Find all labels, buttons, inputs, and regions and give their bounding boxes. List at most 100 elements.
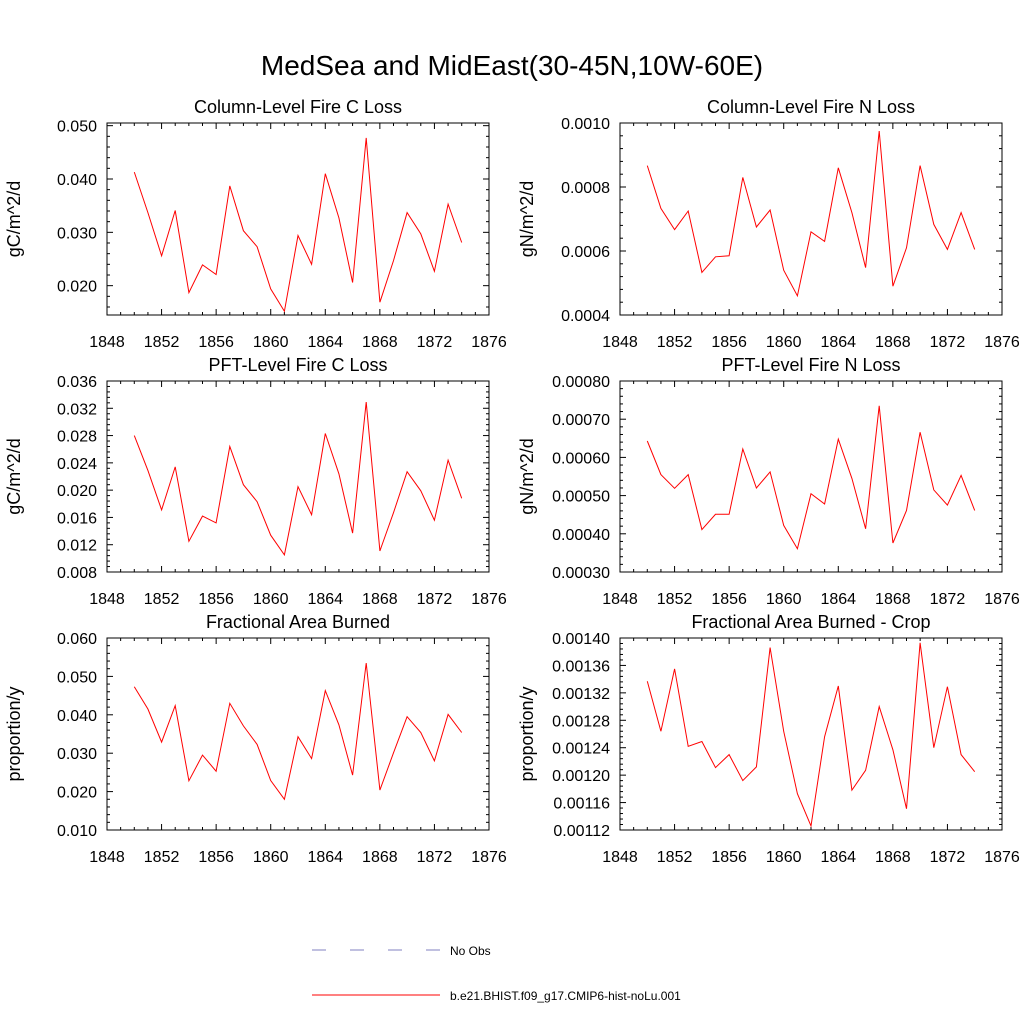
x-tick-label: 1848 <box>89 591 125 608</box>
panel-title: Fractional Area Burned <box>206 612 390 632</box>
y-tick-label: 0.050 <box>57 669 97 686</box>
y-tick-label: 0.010 <box>57 823 97 840</box>
x-tick-label: 1876 <box>984 334 1020 351</box>
y-tick-label: 0.0008 <box>561 180 610 197</box>
x-tick-label: 1848 <box>89 849 125 866</box>
y-tick-label: 0.020 <box>57 279 97 296</box>
x-tick-label: 1852 <box>144 334 180 351</box>
plot-frame <box>106 122 490 316</box>
y-tick-label: 0.016 <box>57 510 97 527</box>
y-tick-label: 0.00120 <box>552 768 610 785</box>
legend: No Obs b.e21.BHIST.f09_g17.CMIP6-hist-no… <box>312 944 681 1003</box>
x-tick-label: 1852 <box>657 591 693 608</box>
x-tick-label: 1872 <box>930 334 966 351</box>
series-line <box>646 642 976 828</box>
panel-title: PFT-Level Fire N Loss <box>721 355 900 375</box>
plot-frame <box>619 637 1003 831</box>
x-tick-label: 1864 <box>820 591 856 608</box>
y-axis-label: gN/m^2/d <box>517 181 537 257</box>
x-tick-label: 1864 <box>307 334 343 351</box>
x-tick-label: 1872 <box>417 334 453 351</box>
x-tick-label: 1864 <box>307 849 343 866</box>
y-tick-label: 0.040 <box>57 708 97 725</box>
x-tick-label: 1872 <box>930 849 966 866</box>
x-tick-label: 1856 <box>198 591 234 608</box>
plot-frame <box>106 380 490 573</box>
x-tick-label: 1852 <box>144 849 180 866</box>
y-tick-label: 0.00070 <box>552 412 610 429</box>
chart-panel-5: Fractional Area Burned proportion/y 1848 18… <box>4 612 507 866</box>
x-tick-label: 1848 <box>602 334 638 351</box>
legend-no-obs-label: No Obs <box>450 944 491 958</box>
chart-panels: Column-Level Fire C Loss gC/m^2/d 1848 1852… <box>4 97 1020 866</box>
x-tick-label: 1852 <box>144 591 180 608</box>
y-tick-label: 0.032 <box>57 401 97 418</box>
series-line <box>646 405 976 551</box>
chart-panel-3: PFT-Level Fire C Loss gC/m^2/d 1848 1852 185… <box>4 355 507 608</box>
y-tick-label: 0.00060 <box>552 450 610 467</box>
y-tick-label: 0.012 <box>57 538 97 555</box>
y-tick-label: 0.0004 <box>561 308 610 325</box>
x-tick-label: 1872 <box>417 591 453 608</box>
x-tick-label: 1868 <box>875 591 911 608</box>
y-axis-label: gC/m^2/d <box>4 438 24 514</box>
y-tick-label: 0.00128 <box>552 713 610 730</box>
x-tick-label: 1868 <box>362 334 398 351</box>
x-tick-label: 1856 <box>198 849 234 866</box>
y-tick-label: 0.030 <box>57 225 97 242</box>
y-tick-label: 0.060 <box>57 631 97 648</box>
y-tick-label: 0.040 <box>57 172 97 189</box>
x-tick-label: 1848 <box>89 334 125 351</box>
y-axis-label: proportion/y <box>517 686 537 781</box>
x-tick-label: 1868 <box>362 591 398 608</box>
y-tick-label: 0.00112 <box>553 823 610 840</box>
y-tick-label: 0.0010 <box>561 116 610 133</box>
series-line <box>133 662 463 801</box>
plot-frame <box>619 380 1003 573</box>
x-tick-label: 1852 <box>657 849 693 866</box>
x-tick-label: 1876 <box>984 591 1020 608</box>
series-line <box>646 130 976 298</box>
y-tick-label: 0.00124 <box>552 741 610 758</box>
x-tick-label: 1864 <box>820 334 856 351</box>
y-tick-label: 0.028 <box>57 429 97 446</box>
y-tick-label: 0.00050 <box>552 489 610 506</box>
legend-series-label: b.e21.BHIST.f09_g17.CMIP6-hist-noLu.001 <box>450 989 681 1003</box>
x-tick-label: 1860 <box>766 334 802 351</box>
x-tick-label: 1860 <box>253 334 289 351</box>
y-tick-label: 0.00030 <box>552 565 610 582</box>
panel-title: Column-Level Fire N Loss <box>707 97 915 117</box>
x-tick-label: 1856 <box>711 591 747 608</box>
series-line <box>133 402 463 557</box>
panel-title: PFT-Level Fire C Loss <box>208 355 387 375</box>
y-tick-label: 0.00136 <box>552 658 610 675</box>
chart-panel-6: Fractional Area Burned - Crop proportion/… <box>517 612 1020 866</box>
panel-title: Fractional Area Burned - Crop <box>691 612 930 632</box>
y-tick-label: 0.00116 <box>553 796 610 813</box>
y-tick-label: 0.00140 <box>552 631 610 648</box>
chart-panel-1: Column-Level Fire C Loss gC/m^2/d 1848 1852… <box>4 97 507 351</box>
y-tick-label: 0.0006 <box>561 244 610 261</box>
x-tick-label: 1856 <box>198 334 234 351</box>
x-tick-label: 1872 <box>930 591 966 608</box>
y-axis-label: gC/m^2/d <box>4 181 24 257</box>
chart-panel-4: PFT-Level Fire N Loss gN/m^2/d 1848 1852 185… <box>517 355 1020 608</box>
x-tick-label: 1848 <box>602 849 638 866</box>
x-tick-label: 1860 <box>253 591 289 608</box>
y-tick-label: 0.008 <box>57 565 97 582</box>
x-tick-label: 1864 <box>820 849 856 866</box>
x-tick-label: 1856 <box>711 849 747 866</box>
plot-frame <box>619 122 1003 316</box>
y-tick-label: 0.050 <box>57 119 97 136</box>
y-tick-label: 0.00080 <box>552 374 610 391</box>
x-tick-label: 1868 <box>875 334 911 351</box>
x-tick-label: 1860 <box>766 849 802 866</box>
x-tick-label: 1848 <box>602 591 638 608</box>
x-tick-label: 1868 <box>362 849 398 866</box>
x-tick-label: 1864 <box>307 591 343 608</box>
panel-title: Column-Level Fire C Loss <box>194 97 402 117</box>
x-tick-label: 1852 <box>657 334 693 351</box>
x-tick-label: 1860 <box>253 849 289 866</box>
y-tick-label: 0.00132 <box>552 686 610 703</box>
